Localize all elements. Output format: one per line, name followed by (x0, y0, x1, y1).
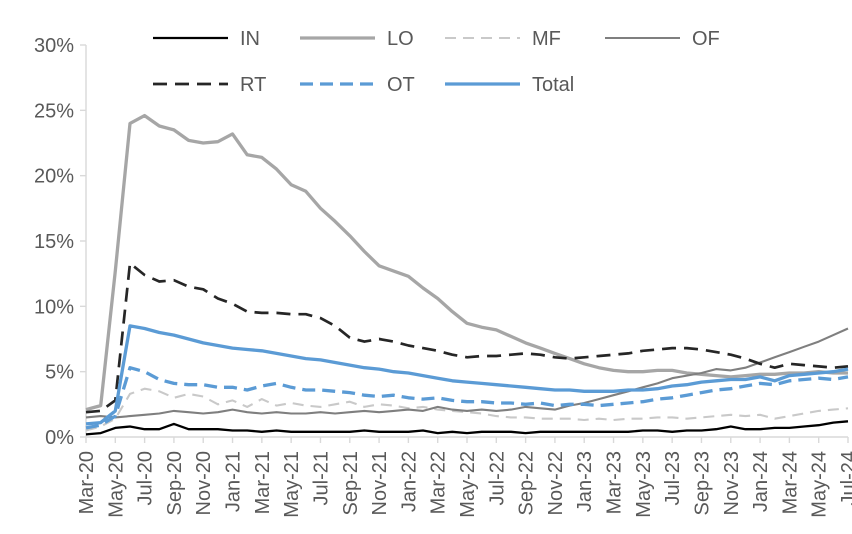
x-axis-label: May-22 (457, 451, 479, 518)
x-axis-label: May-24 (809, 451, 831, 518)
x-axis-label: May-21 (281, 451, 303, 518)
y-axis-label: 15% (34, 231, 74, 253)
x-axis-label: Mar-24 (779, 451, 801, 514)
x-axis-label: Jan-21 (223, 451, 245, 512)
series-line-RT (85, 261, 849, 414)
x-axis-label: Nov-20 (193, 451, 215, 515)
x-axis-label: Sep-20 (164, 451, 186, 516)
series-line-MF (85, 387, 849, 432)
x-axis-label: Jul-20 (135, 451, 157, 505)
series-line-OT (85, 366, 849, 430)
x-axis-label: Nov-23 (721, 451, 743, 515)
legend-label-LO: LO (387, 28, 414, 50)
x-axis-label: May-20 (105, 451, 127, 518)
x-axis-label: Sep-22 (516, 451, 538, 516)
x-axis-label: Mar-22 (428, 451, 450, 514)
x-axis-label: Mar-20 (76, 451, 98, 514)
y-axis-label: 30% (34, 35, 74, 57)
x-axis-label: May-23 (633, 451, 655, 518)
series-line-OF (85, 327, 849, 419)
legend-label-OF: OF (692, 28, 720, 50)
legend-label-RT: RT (240, 74, 266, 96)
x-axis-label: Sep-23 (691, 451, 713, 516)
x-axis-label: Nov-22 (545, 451, 567, 515)
x-axis-label: Sep-21 (340, 451, 362, 516)
series-line-IN (85, 420, 849, 436)
x-axis-label: Jan-23 (574, 451, 596, 512)
x-axis-label: Jan-22 (398, 451, 420, 512)
x-axis-label: Jul-22 (486, 451, 508, 505)
x-axis-label: Jul-24 (838, 451, 852, 505)
legend-label-Total: Total (532, 74, 574, 96)
series-line-Total (85, 324, 849, 426)
x-axis-label: Mar-21 (252, 451, 274, 514)
y-axis-label: 20% (34, 166, 74, 188)
y-axis-label: 10% (34, 296, 74, 318)
x-axis-label: Mar-23 (604, 451, 626, 514)
series-line-LO (85, 113, 848, 412)
x-axis-label: Jul-21 (310, 451, 332, 505)
legend-label-OT: OT (387, 74, 415, 96)
legend-label-IN: IN (240, 28, 260, 50)
x-axis-label: Nov-21 (369, 451, 391, 515)
legend-label-MF: MF (532, 28, 561, 50)
y-axis-label: 0% (45, 427, 74, 449)
x-axis-label: Jan-24 (750, 451, 772, 512)
x-axis-label: Jul-23 (662, 451, 684, 505)
y-axis-label: 25% (34, 100, 74, 122)
y-axis-label: 5% (45, 362, 74, 384)
